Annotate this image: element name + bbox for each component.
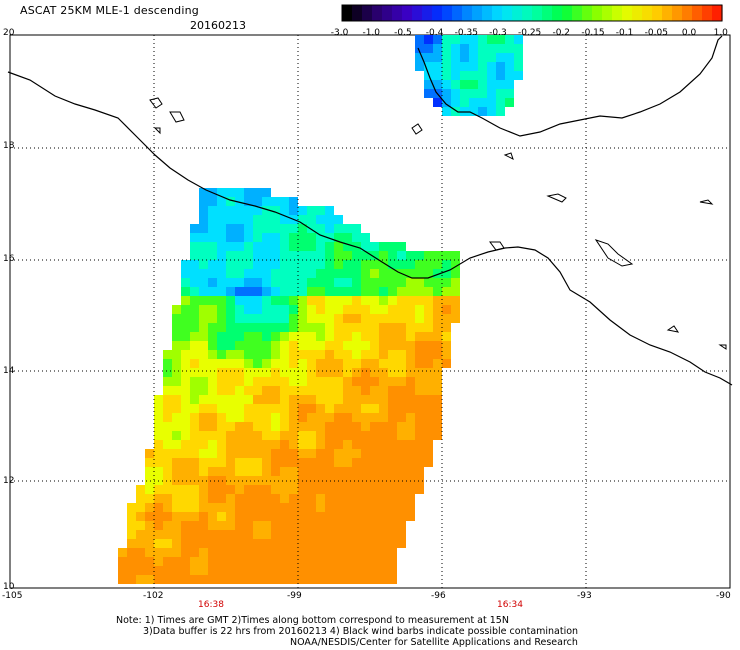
swath-data xyxy=(118,35,523,584)
time-label-east: 16:34 xyxy=(497,600,523,610)
colorbar-label: -0.05 xyxy=(644,28,668,38)
lat-label-20: 20 xyxy=(3,28,15,38)
lon-label-102: -102 xyxy=(143,591,164,601)
colorbar-label: 1.0 xyxy=(713,28,728,38)
note-line-3: NOAA/NESDIS/Center for Satellite Applica… xyxy=(290,637,578,648)
lat-label-18: 18 xyxy=(3,141,15,151)
colorbar-label: -0.3 xyxy=(489,28,507,38)
lon-label-93: -93 xyxy=(577,591,592,601)
map-title: ASCAT 25KM MLE-1 descending xyxy=(20,4,199,17)
lat-label-14: 14 xyxy=(3,366,15,376)
time-label-west: 16:38 xyxy=(198,600,224,610)
lon-label-105: -105 xyxy=(2,591,23,601)
colorbar xyxy=(341,4,723,22)
map-date: 20160213 xyxy=(190,19,246,32)
lon-label-90: -90 xyxy=(716,591,731,601)
colorbar-label: -1.0 xyxy=(362,28,381,38)
colorbar-label: -0.2 xyxy=(552,28,571,38)
lon-label-99: -99 xyxy=(287,591,302,601)
coastline-north xyxy=(417,35,723,137)
islands xyxy=(149,97,727,350)
colorbar-label: -0.4 xyxy=(425,28,444,38)
note-line-2: 3)Data buffer is 22 hrs from 20160213 4)… xyxy=(143,626,579,637)
lat-label-12: 12 xyxy=(3,476,15,486)
colorbar-label: -0.15 xyxy=(581,28,605,38)
lat-label-10: 10 xyxy=(3,582,15,592)
colorbar-label: -3.0 xyxy=(330,28,349,38)
lat-label-16: 16 xyxy=(3,254,15,264)
graticule xyxy=(10,35,730,588)
colorbar-label: -0.5 xyxy=(394,28,412,38)
colorbar-label: -0.1 xyxy=(615,28,634,38)
colorbar-label: -0.25 xyxy=(518,28,542,38)
coastline xyxy=(7,71,733,386)
note-line-1: Note: 1) Times are GMT 2)Times along bot… xyxy=(116,615,509,626)
colorbar-label: -0.35 xyxy=(454,28,478,38)
lon-label-96: -96 xyxy=(431,591,446,601)
colorbar-label: 0.0 xyxy=(681,28,697,38)
map-frame xyxy=(9,34,731,589)
